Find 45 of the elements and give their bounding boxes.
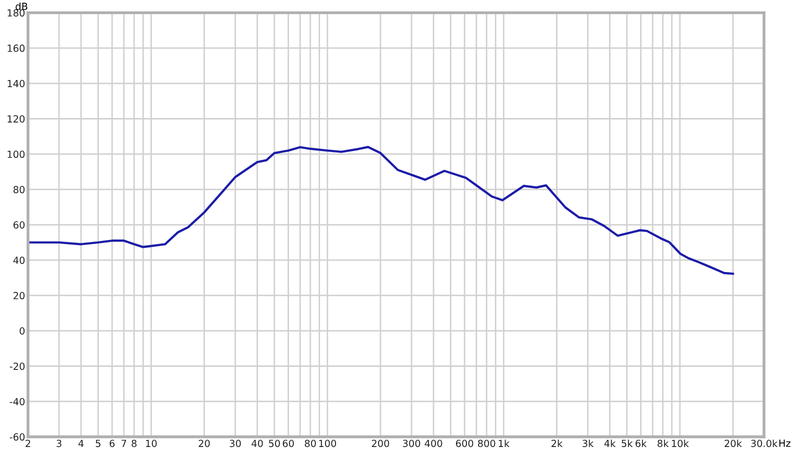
x-tick-label: 50 [268,440,280,448]
x-tick-label: 10k [672,440,689,448]
y-tick-label: 100 [8,150,25,158]
y-tick-label: 180 [8,9,25,17]
y-tick-label: 140 [8,80,25,88]
y-axis-title: dB [16,2,28,10]
x-tick-label: 60 [282,440,294,448]
y-tick-label: 0 [20,327,25,335]
x-tick-label: 200 [372,440,390,448]
x-tick-label: 3 [56,440,62,448]
x-tick-label: 600 [456,440,474,448]
x-tick-label: 8k [658,440,669,448]
x-tick-label: 100 [319,440,336,448]
x-tick-label: 3k [582,440,594,448]
x-tick-label: 10 [146,440,157,448]
y-tick-label: 20 [14,292,25,300]
y-tick-label: 40 [13,256,25,264]
x-axis-title: Hz [779,440,790,447]
x-tick-label: 4 [78,440,84,447]
y-tick-label: -40 [10,398,25,406]
x-tick-label: 40 [252,440,263,448]
y-tick-label: -20 [10,362,25,370]
x-tick-label: 7 [122,440,126,447]
x-tick-label: 30 [230,440,241,448]
x-tick-label: 30.0k [751,440,778,448]
y-tick-label: -60 [10,433,25,441]
x-tick-label: 2k [552,440,563,447]
x-tick-label: 4k [604,440,616,447]
x-tick-label: 5k [622,440,633,448]
x-tick-label: 800 [478,440,496,448]
y-tick-label: 120 [8,115,25,123]
x-tick-label: 80 [304,440,316,448]
x-tick-label: 300 [402,440,420,448]
x-tick-label: 5 [96,440,100,448]
y-tick-label: 160 [8,44,25,52]
y-tick-label: 60 [14,221,25,229]
x-tick-label: 400 [424,440,442,448]
x-tick-label: 20 [198,440,210,448]
y-tick-label: 80 [14,186,25,194]
x-tick-label: 1k [498,440,510,447]
x-tick-label: 20k [724,440,742,448]
x-tick-label: 8 [132,440,137,448]
x-tick-label: 6k [636,440,647,448]
x-tick-label: 6 [110,440,115,448]
x-tick-label: 2 [26,440,30,447]
